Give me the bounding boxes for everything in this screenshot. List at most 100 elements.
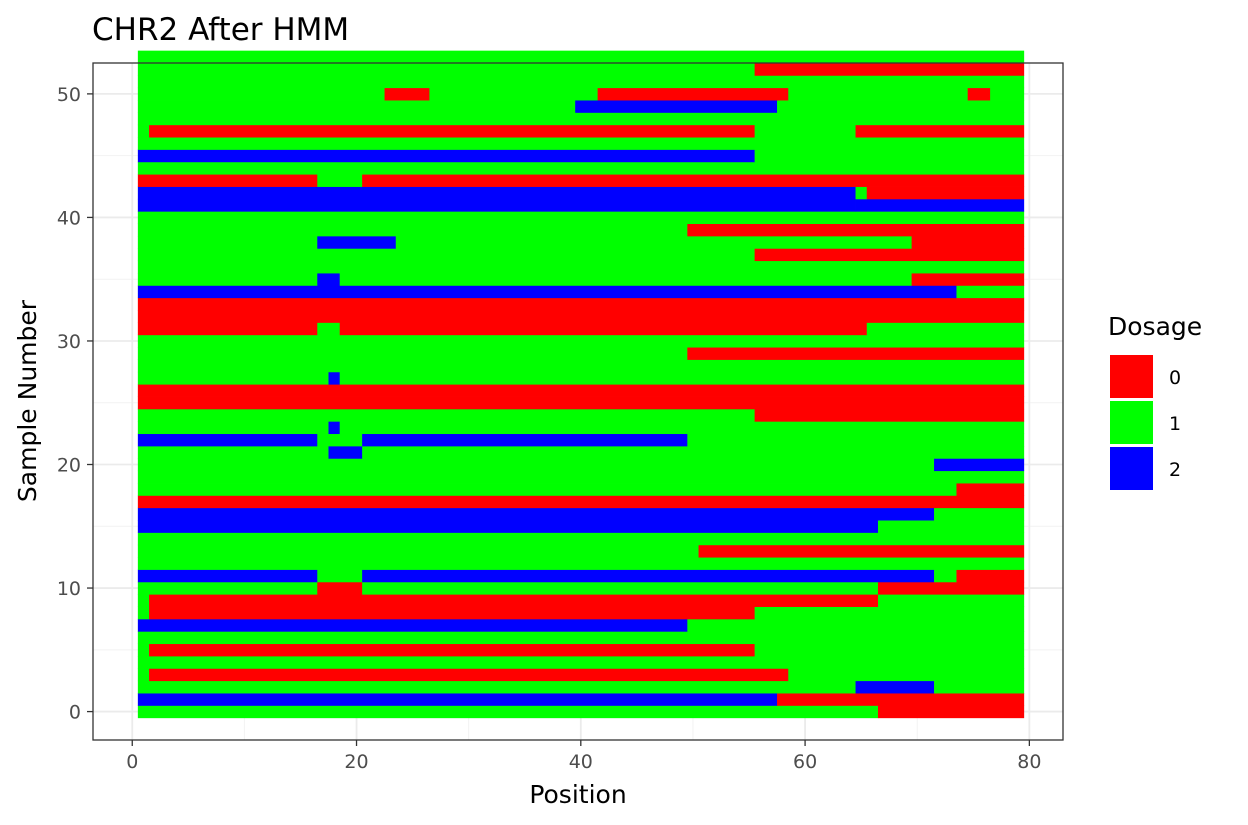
heatmap-tile (362, 174, 1025, 187)
heatmap-tiles (137, 50, 1025, 719)
heatmap-tile (137, 87, 385, 101)
heatmap-tile (339, 371, 1025, 385)
heatmap-tile (877, 520, 1025, 533)
heatmap-tile (384, 87, 430, 101)
heatmap-tile (317, 433, 363, 447)
heatmap-tile (934, 569, 957, 583)
heatmap-tile (317, 174, 363, 187)
x-axis: 0 20 40 60 80 (126, 740, 1041, 773)
heatmap-tile (855, 124, 1025, 138)
heatmap-tile (137, 606, 150, 620)
heatmap-tile (395, 235, 913, 249)
heatmap-tile (956, 495, 1025, 509)
heatmap-tile (137, 285, 957, 299)
x-axis-title: Position (529, 780, 626, 809)
heatmap-tile (137, 618, 688, 632)
heatmap-tile (328, 371, 341, 385)
x-tick-label: 80 (1017, 751, 1041, 773)
heatmap-tile (137, 445, 329, 459)
heatmap-tile (137, 100, 576, 113)
legend-key-2 (1110, 447, 1153, 490)
heatmap-tile (137, 458, 935, 472)
legend-title: Dosage (1108, 312, 1202, 341)
legend-label-1: 1 (1169, 413, 1181, 435)
heatmap-tile (687, 433, 1025, 447)
heatmap-tile (911, 235, 1025, 249)
heatmap-tile (137, 260, 1025, 274)
heatmap-tile (317, 322, 341, 336)
heatmap-tile (317, 273, 341, 286)
heatmap-tile (754, 124, 856, 138)
x-tick-label: 60 (793, 751, 817, 773)
heatmap-tile (137, 137, 1025, 150)
heatmap-tile (339, 273, 913, 286)
heatmap-tile (877, 581, 1025, 595)
heatmap-tile (137, 680, 856, 694)
heatmap-tile (956, 285, 1025, 299)
heatmap-tile (137, 149, 756, 163)
heatmap-tile (137, 643, 150, 657)
plot-panel (92, 50, 1064, 741)
heatmap-tile (137, 273, 318, 286)
heatmap-tile (137, 75, 1025, 89)
heatmap-tile (137, 581, 318, 595)
heatmap-tile (687, 347, 1025, 360)
heatmap-tile (429, 87, 599, 101)
heatmap-tile (137, 347, 688, 360)
x-tick-label: 20 (344, 751, 368, 773)
heatmap-tile (137, 408, 756, 422)
heatmap-tile (137, 334, 1025, 348)
heatmap-tile (137, 433, 318, 447)
heatmap-tile (137, 248, 756, 262)
heatmap-tile (149, 668, 789, 682)
heatmap-tile (137, 631, 1025, 645)
heatmap-tile (855, 680, 935, 694)
heatmap-tile (754, 149, 1025, 163)
heatmap-tile (777, 693, 1025, 706)
heatmap-tile (777, 100, 1025, 113)
heatmap-tile (754, 63, 1025, 76)
heatmap-tile (137, 421, 329, 435)
legend-label-0: 0 (1169, 367, 1181, 389)
heatmap-tile (137, 50, 1025, 64)
y-tick-label: 20 (57, 455, 81, 477)
heatmap-tile (137, 310, 1025, 323)
heatmap-tile (137, 161, 1025, 175)
heatmap-tile (877, 705, 1025, 719)
legend-label-2: 2 (1169, 459, 1181, 481)
heatmap-tile (934, 680, 1025, 694)
heatmap-tile (149, 124, 756, 138)
y-tick-label: 50 (57, 84, 81, 106)
y-tick-label: 0 (69, 702, 81, 724)
heatmap-tile (137, 557, 1025, 570)
heatmap-tile (934, 458, 1025, 472)
legend: Dosage 0 1 2 (1108, 312, 1202, 490)
heatmap-tile (687, 618, 1025, 632)
panel-border (92, 62, 1064, 741)
heatmap-tile (362, 445, 1025, 459)
heatmap-tile (754, 248, 1025, 262)
chart-title: CHR2 After HMM (92, 12, 349, 48)
heatmap-tile (137, 520, 879, 533)
heatmap-tile (149, 643, 756, 657)
heatmap-tile (137, 174, 318, 187)
heatmap-tile (137, 371, 329, 385)
heatmap-tile (855, 186, 868, 200)
heatmap-tile (137, 359, 1025, 373)
heatmap-tile (362, 433, 688, 447)
heatmap-tile (339, 322, 868, 336)
heatmap-tile (137, 470, 1025, 484)
y-axis-title: Sample Number (13, 299, 42, 502)
heatmap-tile (137, 705, 879, 719)
heatmap-tile (137, 235, 318, 249)
heatmap-tile (687, 223, 1025, 237)
heatmap-tile (990, 87, 1025, 101)
heatmap-tile (754, 643, 1025, 657)
heatmap-tile (137, 495, 957, 509)
heatmap-tile (754, 606, 1025, 620)
heatmap-tile (137, 693, 778, 706)
y-tick-label: 40 (57, 207, 81, 229)
heatmap-tile (137, 297, 1025, 311)
heatmap-tile (137, 668, 150, 682)
